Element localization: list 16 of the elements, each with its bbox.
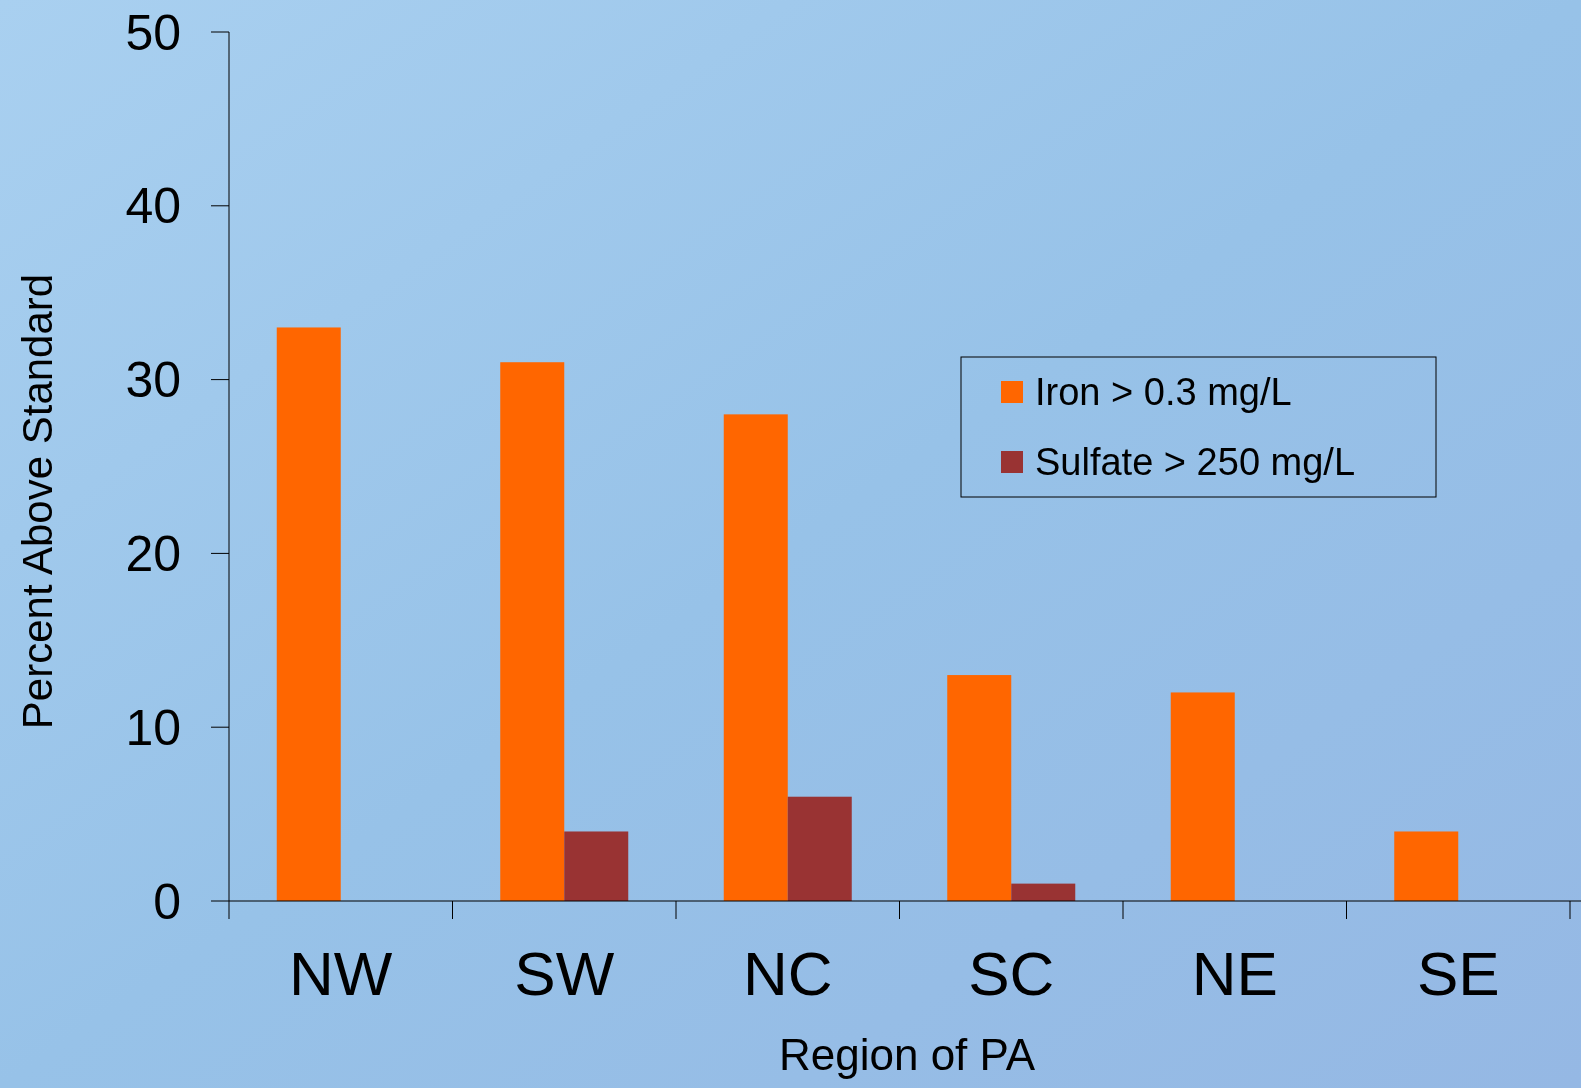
- legend-label: Iron > 0.3 mg/L: [1035, 371, 1292, 414]
- legend-label: Sulfate > 250 mg/L: [1035, 441, 1356, 484]
- y-tick-label: 30: [125, 352, 181, 409]
- x-axis-title: Region of PA: [778, 1030, 1036, 1079]
- x-tick-label: SE: [1416, 939, 1500, 1008]
- y-tick-label: 10: [125, 699, 181, 756]
- x-tick-label: SW: [514, 939, 615, 1008]
- y-tick-label: 40: [125, 178, 181, 235]
- y-tick-label: 50: [125, 4, 181, 61]
- x-tick-label: NE: [1191, 939, 1278, 1008]
- x-tick-label: NC: [742, 939, 833, 1008]
- y-axis-title: Percent Above Standard: [14, 273, 61, 730]
- x-tick-label: NW: [289, 939, 393, 1008]
- y-tick-label: 20: [125, 525, 181, 582]
- y-tick-label: 0: [153, 873, 181, 930]
- x-tick-label: SC: [968, 939, 1055, 1008]
